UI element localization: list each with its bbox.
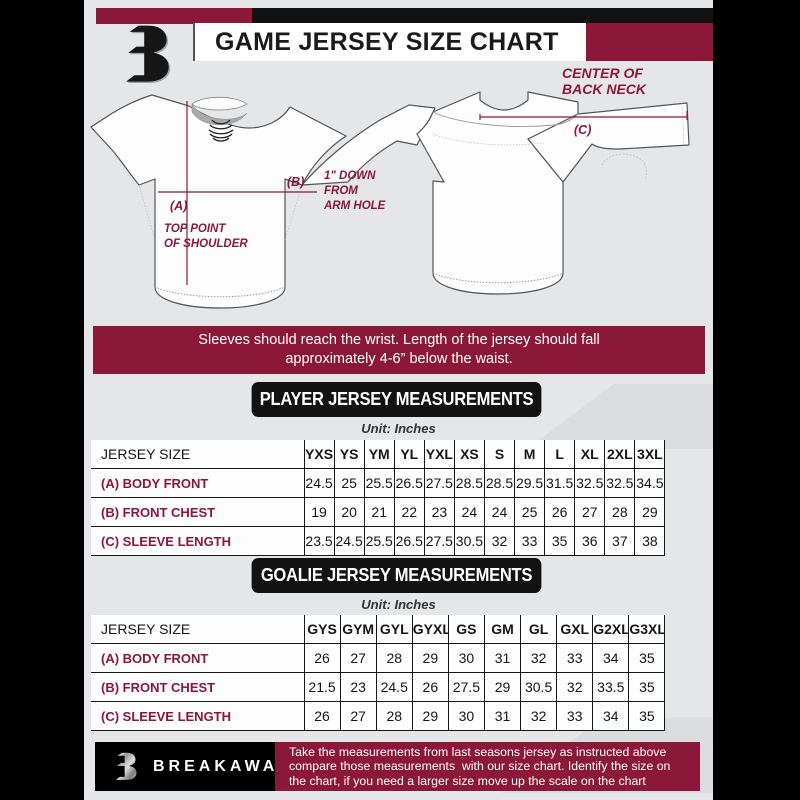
svg-text:(B): (B) (287, 175, 304, 189)
svg-text:OF SHOULDER: OF SHOULDER (164, 238, 248, 250)
svg-text:TOP POINT: TOP POINT (164, 223, 226, 235)
svg-text:1" DOWN: 1" DOWN (324, 170, 376, 182)
svg-text:ARM HOLE: ARM HOLE (323, 200, 386, 212)
svg-text:(C): (C) (574, 123, 591, 137)
svg-text:FROM: FROM (324, 185, 358, 197)
svg-text:(A): (A) (170, 199, 187, 213)
